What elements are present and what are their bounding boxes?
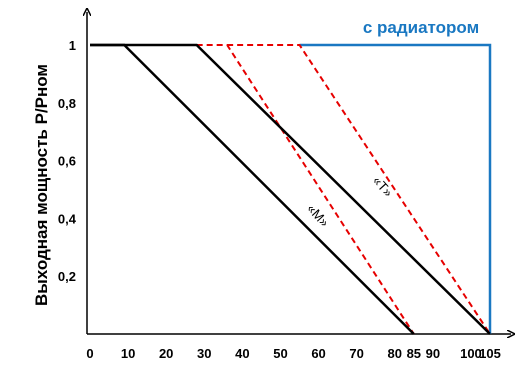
y-axis-label: Выходная мощность Р/Рном — [32, 64, 51, 306]
series-line-3 — [227, 44, 491, 335]
x-tick-label: 90 — [426, 346, 440, 361]
x-tick-label: 100 — [460, 346, 482, 361]
y-tick-label: 0,8 — [58, 96, 76, 111]
x-tick-label: 10 — [121, 346, 135, 361]
series-line-4 — [299, 43, 492, 334]
heatsink-annotation: с радиатором — [363, 18, 479, 37]
axes — [87, 12, 511, 334]
y-axis-label-group: Выходная мощность Р/Рном — [32, 64, 51, 306]
y-tick-label: 1 — [69, 38, 76, 53]
curve-label-1: «T» — [370, 173, 396, 200]
x-tick-label: 105 — [479, 346, 501, 361]
curve-labels: «M» «T» — [304, 173, 396, 230]
x-tick-label: 80 — [388, 346, 402, 361]
series-line-1 — [90, 43, 491, 335]
x-tick-label: 50 — [273, 346, 287, 361]
x-tick-label: 85 — [407, 346, 421, 361]
y-tick-label: 0,4 — [58, 211, 77, 226]
x-tick-label: 20 — [159, 346, 173, 361]
x-tick-label: 60 — [311, 346, 325, 361]
y-tick-label: 0,2 — [58, 269, 76, 284]
x-tick-label: 30 — [197, 346, 211, 361]
x-tick-label: 40 — [235, 346, 249, 361]
y-tick-label: 0,6 — [58, 154, 76, 169]
x-tick-label: 70 — [349, 346, 363, 361]
series-layer — [90, 43, 492, 335]
curve-label-0: «M» — [304, 201, 332, 230]
x-tick-label: 0 — [86, 346, 93, 361]
series-line-0 — [90, 43, 415, 335]
